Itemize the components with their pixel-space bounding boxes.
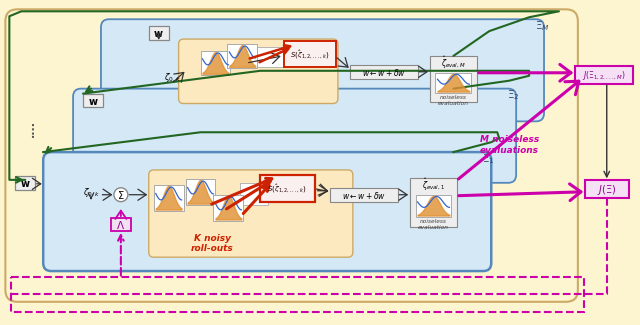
Text: M noiseless
evaluations: M noiseless evaluations <box>479 136 539 155</box>
Text: $J(\Xi_{1,2,...,M})$: $J(\Xi_{1,2,...,M})$ <box>582 69 626 82</box>
Text: $S(\hat{\zeta}_{1,2,...,k})$: $S(\hat{\zeta}_{1,2,...,k})$ <box>291 49 330 61</box>
FancyBboxPatch shape <box>148 170 353 257</box>
Text: $\zeta_{0,k}$: $\zeta_{0,k}$ <box>83 186 99 199</box>
Bar <box>12 277 584 312</box>
Bar <box>214 195 243 220</box>
Bar <box>257 47 285 67</box>
Text: K noisy
roll-outs: K noisy roll-outs <box>191 234 234 253</box>
Text: $\zeta_{0,k}$: $\zeta_{0,k}$ <box>164 71 181 84</box>
FancyBboxPatch shape <box>179 39 338 103</box>
Bar <box>435 73 471 93</box>
Text: $\Sigma$: $\Sigma$ <box>117 189 125 201</box>
Text: $\hat{\zeta}_{eval,1}$: $\hat{\zeta}_{eval,1}$ <box>422 177 445 193</box>
FancyBboxPatch shape <box>44 152 492 271</box>
Text: $\Lambda$: $\Lambda$ <box>116 219 125 231</box>
Text: evaluation: evaluation <box>438 101 469 106</box>
Text: $w \leftarrow w + \delta w$: $w \leftarrow w + \delta w$ <box>362 67 406 78</box>
Text: $\hat{\zeta}_{eval,M}$: $\hat{\zeta}_{eval,M}$ <box>441 55 466 71</box>
Bar <box>330 188 397 202</box>
Text: noiseless: noiseless <box>420 219 447 224</box>
Bar <box>227 44 257 68</box>
Bar <box>415 195 451 216</box>
Text: $S(\hat{\zeta}_{1,2,...,k})$: $S(\hat{\zeta}_{1,2,...,k})$ <box>268 183 307 195</box>
Text: $w \leftarrow w + \delta w$: $w \leftarrow w + \delta w$ <box>342 190 386 201</box>
Bar <box>410 178 458 227</box>
FancyBboxPatch shape <box>5 9 578 302</box>
Bar <box>200 51 230 75</box>
Bar <box>241 183 268 205</box>
FancyBboxPatch shape <box>101 19 544 121</box>
Bar <box>111 217 131 231</box>
Bar <box>154 185 184 211</box>
Bar <box>350 65 417 79</box>
Text: noiseless: noiseless <box>440 95 467 100</box>
Text: evaluation: evaluation <box>418 225 449 230</box>
Text: $\Xi_1$: $\Xi_1$ <box>483 152 495 166</box>
FancyBboxPatch shape <box>73 89 516 183</box>
Text: $J(\Xi)$: $J(\Xi)$ <box>597 183 616 197</box>
Text: ....: .... <box>26 120 36 137</box>
Bar <box>575 66 632 84</box>
Bar <box>284 41 336 67</box>
Text: $\Xi_2$: $\Xi_2$ <box>507 88 520 102</box>
Circle shape <box>114 188 128 202</box>
Text: $\mathbf{w}$: $\mathbf{w}$ <box>88 97 99 107</box>
Text: $\mathbf{w}$: $\mathbf{w}$ <box>154 29 164 39</box>
Bar <box>585 180 628 198</box>
Bar <box>148 26 169 40</box>
Text: $\mathbf{w}$: $\mathbf{w}$ <box>20 179 31 189</box>
Bar <box>260 175 315 202</box>
Bar <box>429 56 477 101</box>
Bar <box>83 94 103 108</box>
Text: $\Xi_M$: $\Xi_M$ <box>535 19 550 33</box>
Bar <box>15 176 35 190</box>
Bar <box>186 179 216 205</box>
